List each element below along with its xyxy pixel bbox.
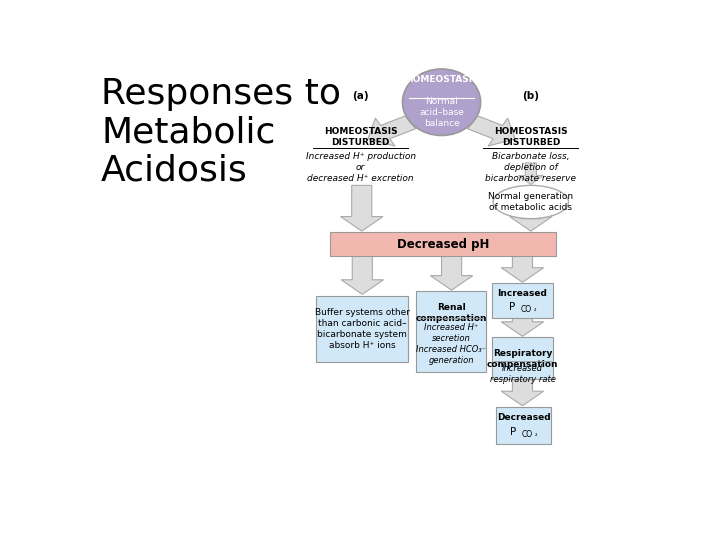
Text: Buffer systems other
than carbonic acid–
bicarbonate system
absorb H⁺ ions: Buffer systems other than carbonic acid–… — [315, 308, 410, 350]
Text: HOMEOSTASIS
DISTURBED: HOMEOSTASIS DISTURBED — [494, 127, 567, 146]
Text: Increased
respiratory rate: Increased respiratory rate — [490, 364, 555, 384]
Ellipse shape — [493, 185, 569, 219]
Polygon shape — [518, 163, 543, 185]
Polygon shape — [467, 116, 516, 146]
Text: ₂: ₂ — [534, 307, 536, 313]
Text: CO: CO — [521, 430, 533, 439]
FancyBboxPatch shape — [330, 232, 556, 256]
Polygon shape — [341, 256, 384, 294]
Text: Decreased: Decreased — [497, 413, 550, 422]
FancyBboxPatch shape — [316, 295, 408, 362]
Text: Responses to
Metabolic
Acidosis: Responses to Metabolic Acidosis — [101, 77, 341, 187]
FancyBboxPatch shape — [492, 337, 553, 379]
Polygon shape — [501, 256, 544, 282]
Text: P: P — [509, 302, 516, 312]
Text: Bicarbonate loss,
depletion of
bicarbonate reserve: Bicarbonate loss, depletion of bicarbona… — [485, 152, 576, 183]
Ellipse shape — [402, 69, 481, 136]
Text: HOMEOSTASIS: HOMEOSTASIS — [405, 75, 478, 84]
Polygon shape — [341, 185, 383, 231]
Text: CO: CO — [521, 306, 531, 314]
Text: Normal
acid–base
balance: Normal acid–base balance — [419, 97, 464, 128]
Text: Normal generation
of metabolic acids: Normal generation of metabolic acids — [488, 192, 573, 212]
Text: HOMEOSTASIS
DISTURBED: HOMEOSTASIS DISTURBED — [324, 127, 397, 146]
Text: (a): (a) — [352, 91, 369, 101]
Text: Increased H⁺
secretion
Increased HCO₃⁻
generation: Increased H⁺ secretion Increased HCO₃⁻ g… — [416, 323, 487, 366]
Text: Increased H⁺ production
or
decreased H⁺ excretion: Increased H⁺ production or decreased H⁺ … — [305, 152, 415, 183]
Text: (b): (b) — [522, 91, 539, 101]
Text: P: P — [510, 427, 517, 436]
FancyBboxPatch shape — [492, 283, 553, 319]
Text: Renal
compensation: Renal compensation — [415, 303, 487, 323]
FancyBboxPatch shape — [416, 291, 486, 372]
Polygon shape — [510, 217, 552, 231]
Text: Decreased pH: Decreased pH — [397, 238, 489, 251]
Polygon shape — [501, 319, 544, 336]
FancyBboxPatch shape — [495, 407, 552, 444]
Text: Increased: Increased — [498, 289, 547, 298]
Polygon shape — [368, 116, 415, 146]
Text: Respiratory
compensation: Respiratory compensation — [487, 349, 558, 369]
Text: ₂: ₂ — [535, 432, 538, 437]
Polygon shape — [431, 256, 473, 290]
Polygon shape — [501, 379, 544, 406]
